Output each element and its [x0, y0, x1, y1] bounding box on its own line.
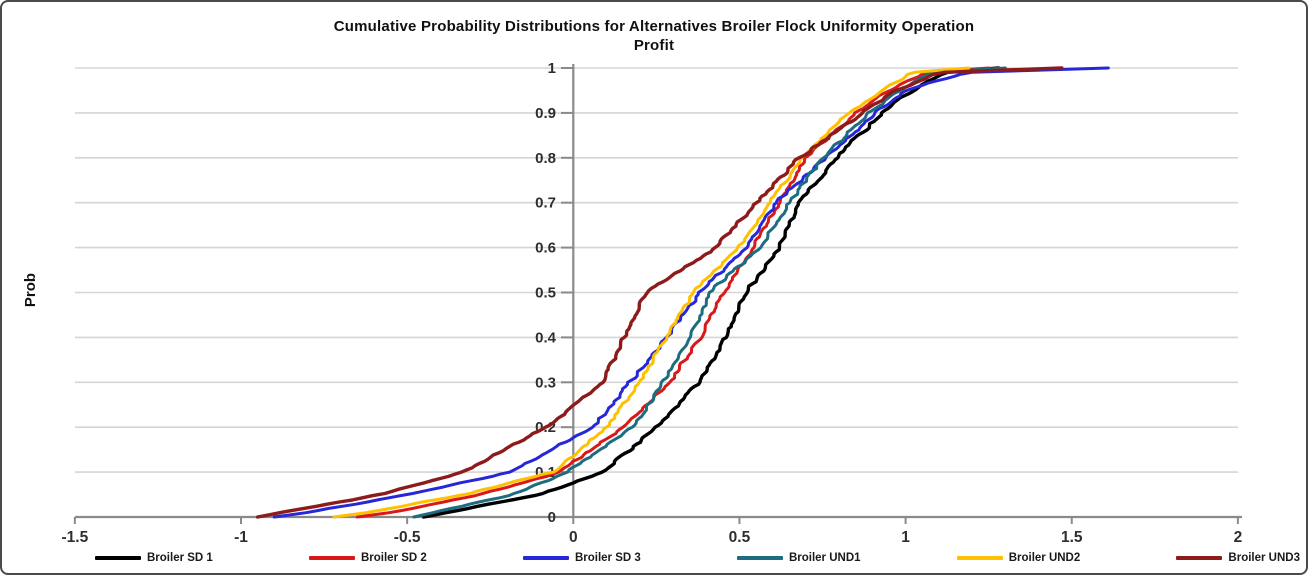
- legend-item-broiler-und2: Broiler UND2: [956, 552, 1081, 564]
- legend-item-broiler-sd-3: Broiler SD 3: [522, 552, 641, 564]
- series-line-broiler-sd-1: [422, 66, 1001, 519]
- series-line-broiler-und2: [332, 66, 971, 519]
- y-tick-label: 0.8: [535, 150, 556, 167]
- legend-line-swatch: [522, 556, 569, 560]
- y-tick-label: 0.7: [535, 195, 556, 212]
- legend-line-swatch: [308, 556, 355, 560]
- x-tick-label: 1.5: [1061, 529, 1083, 546]
- chart-title: Cumulative Probability Distributions for…: [0, 17, 1308, 55]
- legend-line-swatch: [95, 556, 141, 560]
- x-tick-label: 0.5: [729, 529, 751, 546]
- legend-line-swatch: [956, 556, 1003, 560]
- y-tick-label: 0.6: [535, 240, 556, 257]
- y-tick-label: 0.9: [535, 105, 556, 122]
- chart-title-line1: Cumulative Probability Distributions for…: [333, 18, 975, 35]
- legend-item-broiler-sd-1: Broiler SD 1: [95, 552, 213, 564]
- legend-label: Broiler SD 2: [360, 552, 427, 564]
- legend-label: Broiler UND1: [788, 552, 861, 564]
- x-tick-label: -1: [234, 529, 248, 546]
- y-tick-label: 0.5: [535, 285, 556, 302]
- chart-title-line2: Profit: [633, 37, 675, 54]
- legend-line-swatch: [736, 556, 783, 560]
- series-line-broiler-sd-3: [272, 66, 1110, 519]
- x-tick-label: -1.5: [61, 529, 88, 546]
- series-line-broiler-und1: [412, 66, 1007, 519]
- x-tick-label: 2: [1234, 529, 1243, 546]
- y-tick-label: 0: [548, 509, 556, 526]
- y-tick-label: 1: [548, 60, 556, 77]
- legend-item-broiler-und3: Broiler UND3: [1176, 552, 1300, 564]
- x-tick-label: 1: [901, 529, 910, 546]
- x-tick-label: -0.5: [394, 529, 421, 546]
- legend-item-broiler-sd-2: Broiler SD 2: [308, 552, 427, 564]
- legend-label: Broiler UND2: [1008, 552, 1081, 564]
- legend-label: Broiler SD 3: [574, 552, 641, 564]
- y-tick-label: 0.4: [535, 329, 557, 346]
- legend-label: Broiler SD 1: [147, 552, 213, 564]
- x-tick-label: 0: [569, 529, 578, 546]
- chart-legend: Broiler SD 1 Broiler SD 2 Broiler SD 3 Broi…: [95, 549, 1300, 567]
- legend-line-swatch: [1176, 556, 1223, 560]
- y-tick-label: 0.3: [535, 374, 556, 391]
- legend-label: Broiler UND3: [1228, 552, 1300, 564]
- series-line-broiler-und3: [255, 66, 1064, 519]
- legend-item-broiler-und1: Broiler UND1: [736, 552, 861, 564]
